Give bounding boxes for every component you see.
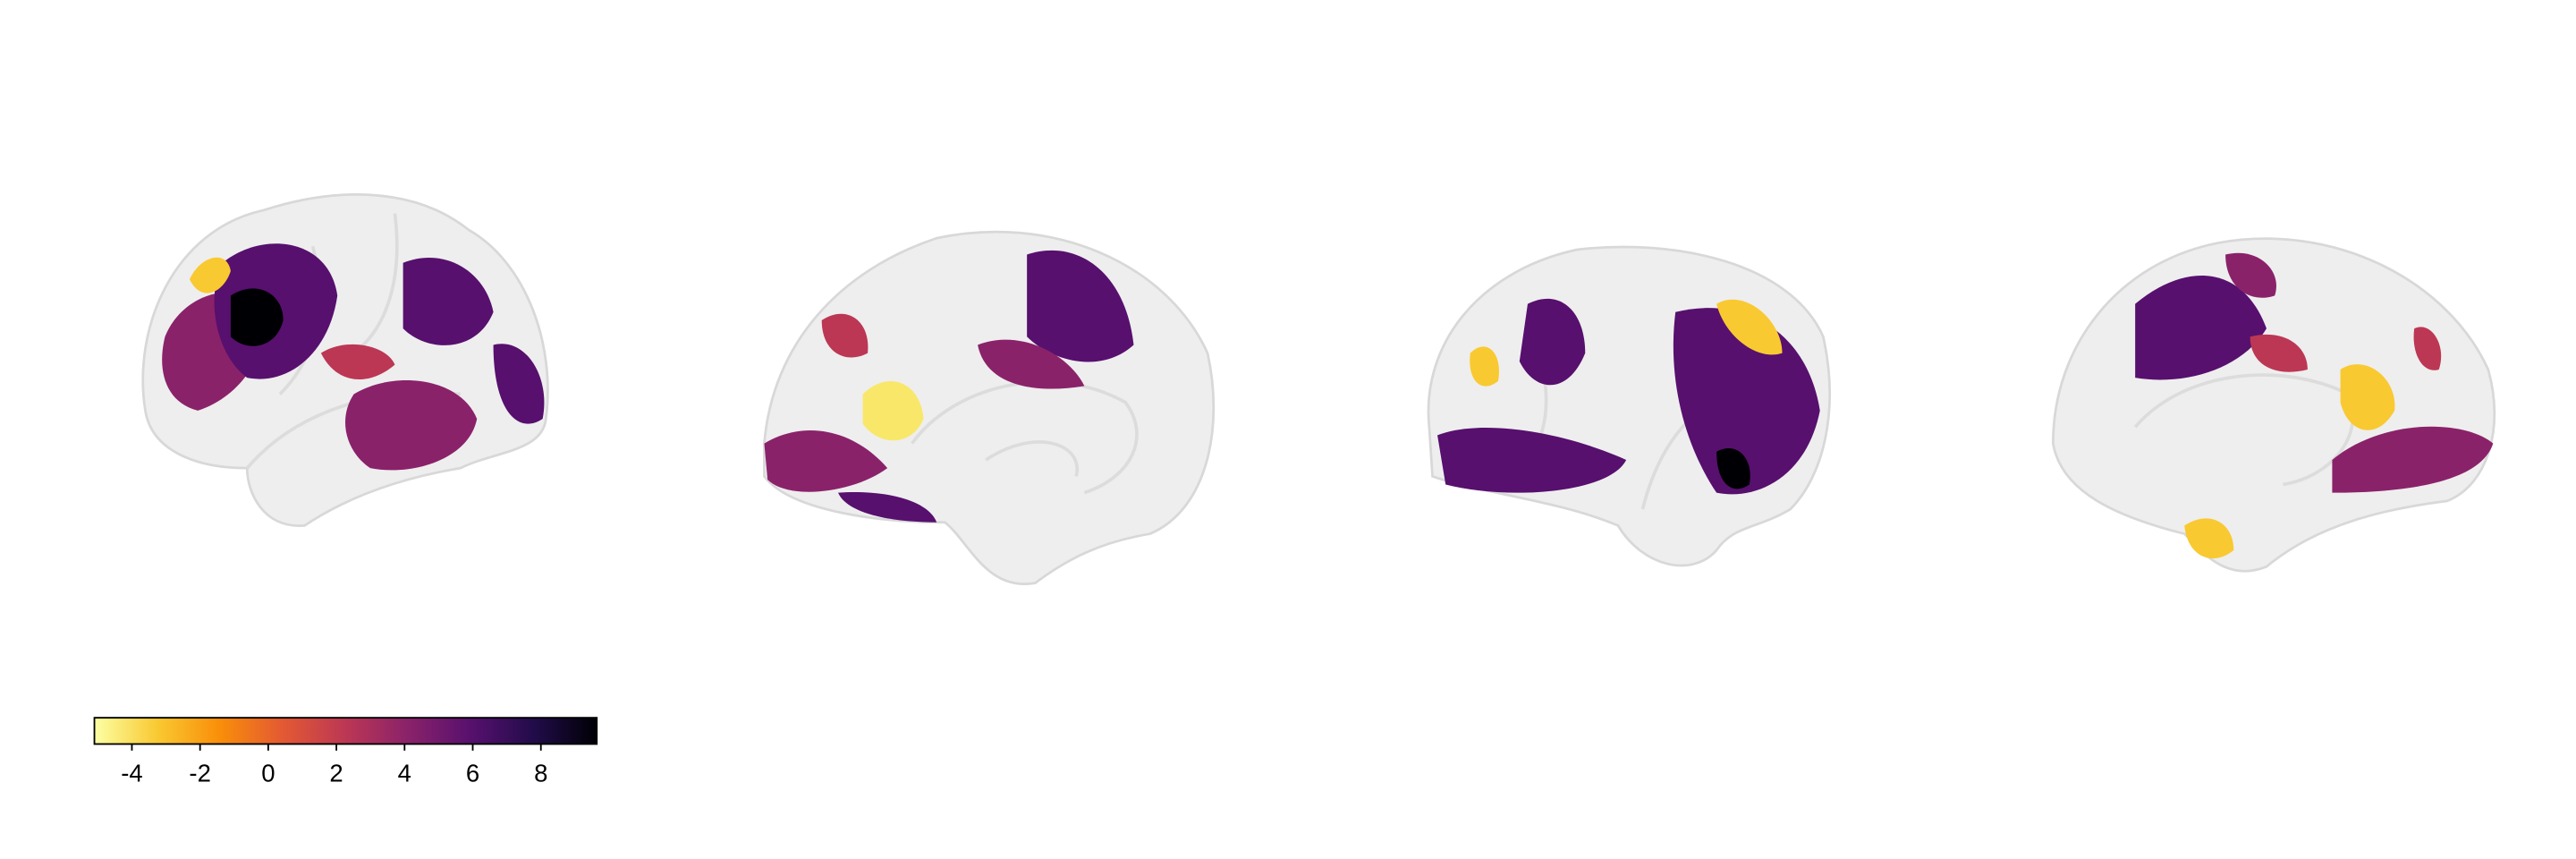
brain-lateral-right	[1427, 245, 1831, 567]
brain-medial-left	[763, 230, 1216, 586]
tick-label: 8	[534, 760, 547, 787]
tick-label: -2	[189, 760, 210, 787]
colorbar: -4 -2 0 2 4 6 8	[93, 717, 598, 787]
tick-label: 0	[261, 760, 275, 787]
tick-label: 6	[466, 760, 479, 787]
tick-label: 2	[329, 760, 343, 787]
tick-label: -4	[121, 760, 142, 787]
tick-label: 4	[398, 760, 411, 787]
colorbar-gradient	[93, 717, 598, 745]
brain-medial-right	[2051, 237, 2496, 573]
brain-lateral-left	[141, 193, 549, 527]
